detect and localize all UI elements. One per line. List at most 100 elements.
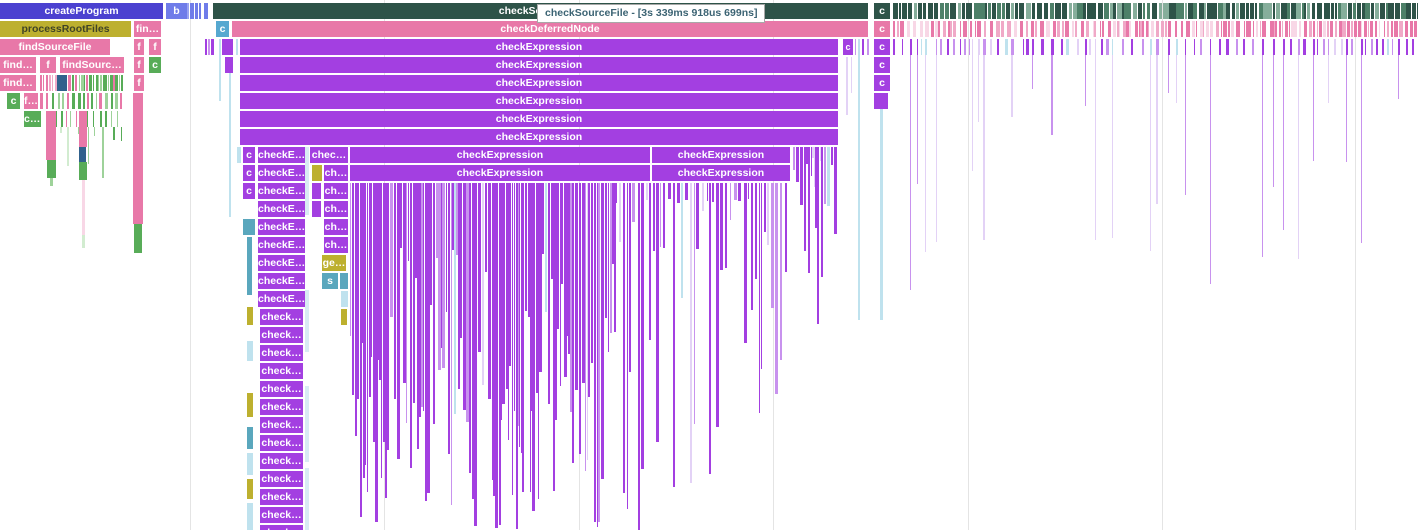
trace-stripe[interactable]	[1244, 21, 1245, 37]
trace-stripe[interactable]	[815, 147, 817, 228]
trace-stripe[interactable]	[410, 183, 412, 468]
trace-stripe[interactable]	[96, 75, 98, 91]
frame-fragment[interactable]	[82, 235, 85, 248]
trace-stripe[interactable]	[40, 111, 41, 127]
trace-stripe[interactable]	[623, 183, 625, 494]
frame-fragment[interactable]	[247, 341, 253, 361]
trace-stripe[interactable]	[821, 147, 823, 277]
trace-stripe[interactable]	[1169, 3, 1173, 19]
trace-stripe[interactable]	[1168, 39, 1170, 55]
trace-stripe[interactable]	[52, 75, 53, 91]
trace-stripe[interactable]	[383, 183, 385, 443]
trace-stripe[interactable]	[1196, 21, 1197, 37]
trace-stripe[interactable]	[83, 75, 84, 91]
trace-stripe[interactable]	[1266, 3, 1272, 19]
trace-stripe[interactable]	[1236, 39, 1238, 55]
trace-stripe[interactable]	[1339, 21, 1342, 37]
frame-fragment[interactable]	[225, 57, 233, 73]
trace-stripe[interactable]	[744, 183, 747, 344]
trace-stripe[interactable]	[1135, 21, 1138, 37]
trace-stripe[interactable]	[1236, 21, 1240, 37]
trace-stripe[interactable]	[1102, 21, 1104, 37]
trace-stripe[interactable]	[1143, 3, 1145, 19]
trace-stripe[interactable]	[812, 147, 814, 158]
trace-stripe[interactable]	[614, 183, 616, 332]
trace-stripe[interactable]	[1309, 21, 1312, 37]
trace-stripe[interactable]	[694, 183, 695, 425]
trace-stripe[interactable]	[1094, 21, 1096, 37]
trace-stripe[interactable]	[771, 183, 774, 308]
frame-find[interactable]: find…	[0, 57, 36, 73]
frame-c[interactable]: c	[874, 3, 890, 19]
trace-stripe[interactable]	[1341, 39, 1343, 55]
frame-fragment[interactable]	[79, 111, 87, 147]
trace-stripe[interactable]	[1019, 3, 1024, 19]
trace-stripe[interactable]	[478, 183, 481, 353]
trace-stripe[interactable]	[195, 3, 198, 19]
trace-stripe[interactable]	[1211, 3, 1214, 19]
trace-stripe[interactable]	[1252, 39, 1254, 55]
trace-stripe[interactable]	[921, 39, 922, 55]
trace-stripe[interactable]	[1401, 3, 1406, 19]
trace-stripe[interactable]	[834, 147, 837, 234]
trace-stripe[interactable]	[67, 93, 69, 109]
trace-stripe[interactable]	[1020, 21, 1023, 37]
trace-stripe[interactable]	[1323, 21, 1326, 37]
trace-stripe[interactable]	[1073, 3, 1077, 19]
trace-stripe[interactable]	[1203, 21, 1204, 37]
trace-stripe[interactable]	[1075, 21, 1077, 37]
trace-stripe[interactable]	[811, 147, 812, 176]
trace-stripe[interactable]	[1163, 3, 1169, 19]
trace-stripe[interactable]	[365, 183, 366, 466]
trace-stripe[interactable]	[966, 3, 972, 19]
trace-stripe[interactable]	[538, 183, 539, 499]
frame-check[interactable]: check…	[260, 309, 303, 325]
trace-stripe[interactable]	[1041, 39, 1044, 55]
trace-stripe[interactable]	[451, 183, 452, 505]
trace-stripe[interactable]	[761, 183, 762, 370]
trace-stripe[interactable]	[907, 21, 910, 37]
trace-stripe[interactable]	[1200, 21, 1203, 37]
trace-stripe[interactable]	[964, 39, 966, 55]
trace-stripe[interactable]	[1375, 21, 1377, 37]
frame-checkexpression[interactable]: checkExpression	[350, 147, 650, 163]
trace-stripe[interactable]	[720, 183, 723, 271]
trace-stripe[interactable]	[1328, 55, 1329, 103]
trace-stripe[interactable]	[1090, 3, 1096, 19]
trace-stripe[interactable]	[96, 93, 97, 109]
trace-stripe[interactable]	[817, 147, 819, 324]
frame-fragment[interactable]	[247, 453, 253, 475]
trace-stripe[interactable]	[814, 147, 815, 187]
trace-stripe[interactable]	[1186, 21, 1190, 37]
trace-stripe[interactable]	[88, 127, 89, 164]
trace-stripe[interactable]	[1226, 39, 1229, 55]
trace-stripe[interactable]	[352, 183, 354, 396]
frame-check[interactable]: check…	[260, 453, 303, 469]
frame-fragment[interactable]	[82, 180, 85, 235]
trace-stripe[interactable]	[1380, 3, 1385, 19]
trace-stripe[interactable]	[764, 183, 766, 233]
trace-stripe[interactable]	[804, 147, 806, 252]
trace-stripe[interactable]	[113, 127, 115, 140]
trace-stripe[interactable]	[1122, 3, 1124, 19]
trace-stripe[interactable]	[532, 183, 535, 512]
trace-stripe[interactable]	[1226, 3, 1230, 19]
trace-stripe[interactable]	[113, 75, 115, 91]
trace-stripe[interactable]	[1165, 21, 1167, 37]
trace-stripe[interactable]	[800, 147, 803, 205]
trace-stripe[interactable]	[585, 183, 586, 471]
trace-stripe[interactable]	[985, 3, 987, 19]
trace-stripe[interactable]	[1181, 21, 1183, 37]
trace-stripe[interactable]	[1026, 21, 1028, 37]
trace-stripe[interactable]	[120, 93, 122, 109]
trace-stripe[interactable]	[66, 111, 67, 127]
frame-c[interactable]: c	[874, 75, 890, 91]
trace-stripe[interactable]	[1156, 39, 1159, 55]
trace-stripe[interactable]	[1176, 3, 1179, 19]
trace-stripe[interactable]	[1307, 3, 1310, 19]
trace-stripe[interactable]	[454, 183, 456, 414]
trace-stripe[interactable]	[557, 183, 559, 329]
trace-stripe[interactable]	[1262, 39, 1264, 55]
trace-stripe[interactable]	[469, 183, 471, 474]
trace-stripe[interactable]	[827, 147, 830, 207]
